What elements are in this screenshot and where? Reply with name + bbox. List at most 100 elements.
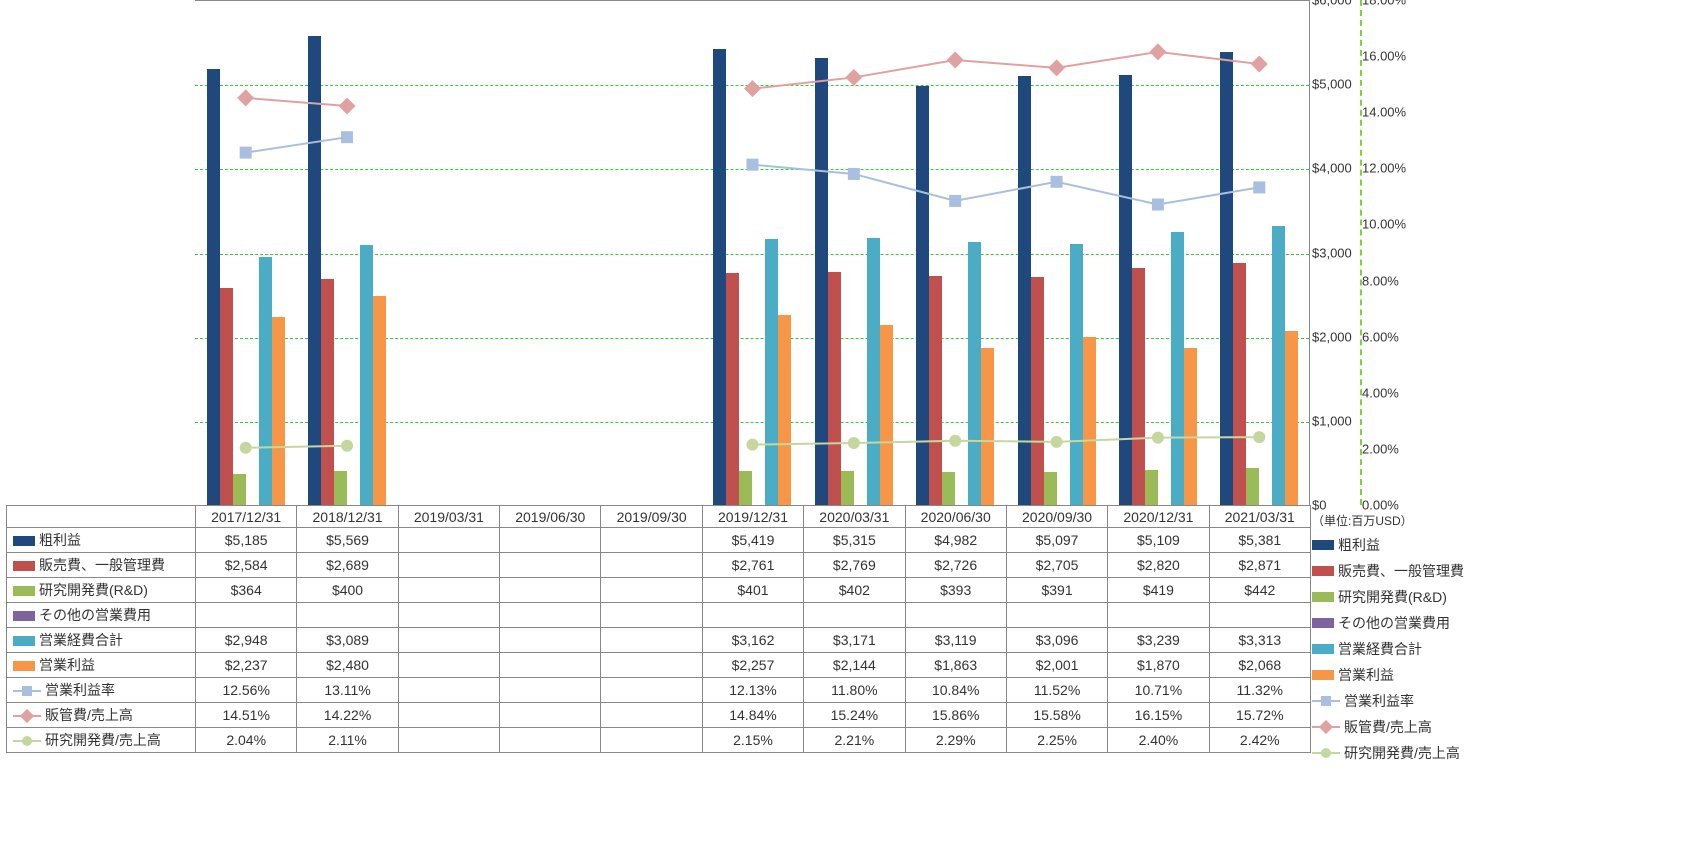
y1-tick: $5,000 [1312, 77, 1352, 92]
table-cell: $2,948 [196, 628, 297, 653]
table-cell: $391 [1006, 578, 1107, 603]
table-cell: 2.04% [196, 728, 297, 753]
legend-right: 粗利益販売費、一般管理費研究開発費(R&D)その他の営業費用営業経費合計営業利益… [1312, 532, 1464, 766]
table-cell: $419 [1108, 578, 1209, 603]
table-cell: $3,162 [702, 628, 803, 653]
y2-tick: 0.00% [1362, 498, 1399, 513]
table-cell [601, 678, 702, 703]
table-cell: $364 [196, 578, 297, 603]
table-cell: $5,109 [1108, 528, 1209, 553]
table-cell: $5,315 [804, 528, 905, 553]
table-cell: $3,171 [804, 628, 905, 653]
table-cell: $2,769 [804, 553, 905, 578]
y1-tick: $2,000 [1312, 329, 1352, 344]
table-cell: $401 [702, 578, 803, 603]
table-cell [500, 528, 601, 553]
table-cell: $393 [905, 578, 1006, 603]
y2-tick: 14.00% [1362, 105, 1406, 120]
table-cell [398, 653, 499, 678]
y1-tick: $3,000 [1312, 245, 1352, 260]
table-cell [500, 578, 601, 603]
unit-label: （単位:百万USD） [1312, 512, 1413, 529]
table-cell: 11.52% [1006, 678, 1107, 703]
table-cell [398, 553, 499, 578]
table-cell: 15.24% [804, 703, 905, 728]
table-cell: 15.72% [1209, 703, 1310, 728]
table-cell: $5,381 [1209, 528, 1310, 553]
y2-tick: 2.00% [1362, 441, 1399, 456]
legend-item-sgarate: 販管費/売上高 [1312, 714, 1464, 740]
legend-item-rdrate: 研究開発費/売上高 [1312, 740, 1464, 766]
legend-item-gross: 粗利益 [1312, 532, 1464, 558]
table-header-date: 2019/03/31 [398, 506, 499, 528]
table-cell: $2,257 [702, 653, 803, 678]
y2-tick: 4.00% [1362, 385, 1399, 400]
table-cell: 16.15% [1108, 703, 1209, 728]
y2-tick: 6.00% [1362, 329, 1399, 344]
table-cell: $2,144 [804, 653, 905, 678]
series-label-sga: 販売費、一般管理費 [7, 553, 196, 578]
table-cell [601, 728, 702, 753]
table-cell: $5,097 [1006, 528, 1107, 553]
y1-tick: $4,000 [1312, 161, 1352, 176]
lines-layer [195, 0, 1310, 505]
table-cell: 13.11% [297, 678, 398, 703]
table-cell: $2,705 [1006, 553, 1107, 578]
table-cell: $5,185 [196, 528, 297, 553]
series-label-opmgn: 営業利益率 [7, 678, 196, 703]
table-cell [500, 553, 601, 578]
table-header-date: 2021/03/31 [1209, 506, 1310, 528]
table-header-date: 2019/09/30 [601, 506, 702, 528]
table-cell [398, 603, 499, 628]
table-cell [196, 603, 297, 628]
table-cell [398, 628, 499, 653]
table-cell [500, 628, 601, 653]
table-corner [7, 506, 196, 528]
table-cell: $442 [1209, 578, 1310, 603]
table-header-date: 2019/06/30 [500, 506, 601, 528]
table-cell: $2,689 [297, 553, 398, 578]
table-cell: $2,761 [702, 553, 803, 578]
legend-item-rd: 研究開発費(R&D) [1312, 584, 1464, 610]
series-label-rdrate: 研究開発費/売上高 [7, 728, 196, 753]
series-label-sgarate: 販管費/売上高 [7, 703, 196, 728]
table-cell: 14.51% [196, 703, 297, 728]
table-cell [398, 728, 499, 753]
table-cell: 2.15% [702, 728, 803, 753]
table-cell [804, 603, 905, 628]
table-cell [1006, 603, 1107, 628]
table-cell: $2,820 [1108, 553, 1209, 578]
table-header-date: 2020/06/30 [905, 506, 1006, 528]
legend-item-opex: 営業経費合計 [1312, 636, 1464, 662]
data-table: 2017/12/312018/12/312019/03/312019/06/30… [6, 505, 1311, 753]
table-cell [500, 678, 601, 703]
table-header-date: 2019/12/31 [702, 506, 803, 528]
table-cell: 10.71% [1108, 678, 1209, 703]
y1-tick: $6,000 [1312, 0, 1352, 8]
table-cell [398, 578, 499, 603]
table-cell: $3,313 [1209, 628, 1310, 653]
table-cell: $402 [804, 578, 905, 603]
table-cell [1108, 603, 1209, 628]
series-label-rd: 研究開発費(R&D) [7, 578, 196, 603]
chart-wrap: $0 $1,000 $2,000 $3,000 $4,000 $5,000 $6,000 0… [0, 0, 1685, 858]
secondary-axis-line [1360, 0, 1362, 505]
legend-item-other: その他の営業費用 [1312, 610, 1464, 636]
legend-item-sga: 販売費、一般管理費 [1312, 558, 1464, 584]
y1-tick: $0 [1312, 498, 1326, 513]
table-cell [702, 603, 803, 628]
table-header-date: 2020/09/30 [1006, 506, 1107, 528]
legend-item-opmgn: 営業利益率 [1312, 688, 1464, 714]
y2-tick: 12.00% [1362, 161, 1406, 176]
table-cell: $3,096 [1006, 628, 1107, 653]
table-cell: $2,001 [1006, 653, 1107, 678]
y2-tick: 18.00% [1362, 0, 1406, 8]
table-header-date: 2018/12/31 [297, 506, 398, 528]
table-cell: $2,068 [1209, 653, 1310, 678]
series-label-gross: 粗利益 [7, 528, 196, 553]
y1-tick: $1,000 [1312, 413, 1352, 428]
table-cell [601, 703, 702, 728]
table-cell: 12.56% [196, 678, 297, 703]
table-cell [500, 728, 601, 753]
table-cell: $2,871 [1209, 553, 1310, 578]
